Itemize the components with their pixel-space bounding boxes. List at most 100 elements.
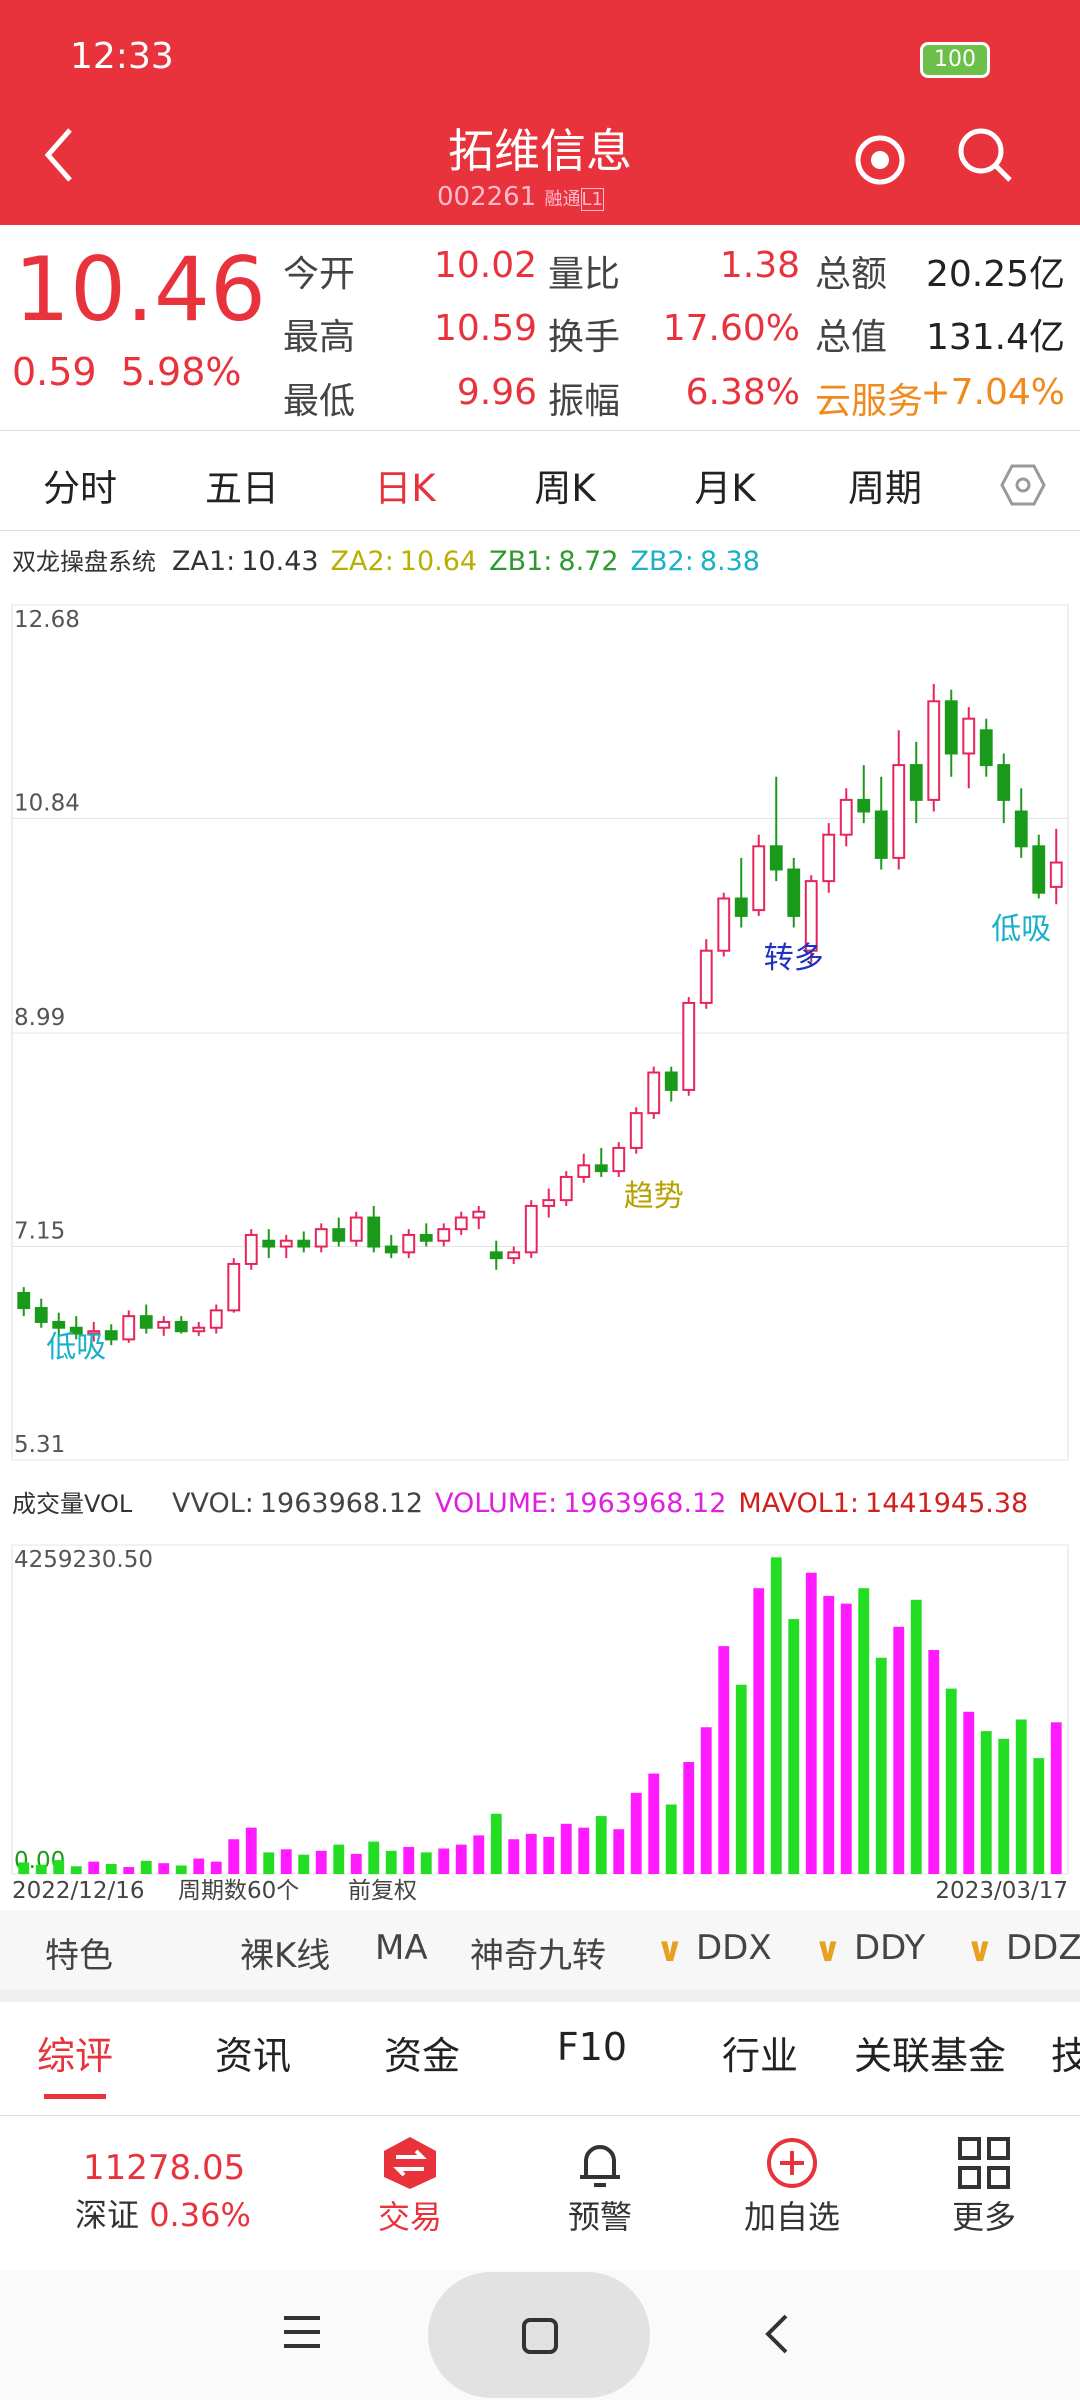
info-tab[interactable]: 资讯 (214, 2034, 291, 2078)
change-pct: 5.98% (120, 350, 242, 394)
volume-bar (1033, 1758, 1045, 1874)
action-label[interactable]: 加自选 (743, 2198, 840, 2236)
candle-body (1049, 861, 1063, 888)
action-label[interactable]: 交易 (377, 2198, 442, 2236)
candle-body (717, 897, 731, 952)
period-tab[interactable]: 日K (374, 467, 436, 510)
field-label: 总值 (815, 317, 888, 358)
tool-item[interactable]: DDZ (1006, 1928, 1080, 1968)
index-pct: 0.36% (149, 2196, 251, 2234)
candle-body (997, 764, 1011, 801)
alert-icon[interactable] (572, 2135, 628, 2191)
period-tab[interactable]: 月K (694, 467, 756, 510)
code: 002261 (437, 182, 537, 212)
volume-value: 1963968.12 (563, 1488, 726, 1519)
candle-body (594, 1164, 608, 1173)
home-pill[interactable] (428, 2272, 650, 2398)
y-tick-label: 12.68 (14, 607, 80, 633)
tool-item[interactable]: MA (375, 1928, 428, 1968)
back-button[interactable] (40, 125, 80, 185)
period-tab[interactable]: 分时 (43, 467, 117, 510)
info-tab[interactable]: F10 (556, 2025, 628, 2069)
search-icon[interactable] (955, 125, 1015, 185)
more-icon[interactable] (956, 2135, 1012, 2191)
volume-bar (403, 1846, 415, 1874)
action-label[interactable]: 更多 (951, 2198, 1016, 2236)
tool-item[interactable]: DDX (696, 1928, 772, 1968)
info-tab[interactable]: 关联基金 (853, 2034, 1006, 2078)
indicator-label: ZB2: (631, 546, 694, 577)
tool-item[interactable]: DDY (854, 1928, 926, 1968)
robot-icon[interactable] (850, 128, 910, 188)
volume-bar (735, 1684, 747, 1874)
field-label: 量比 (548, 254, 621, 295)
volume-bar (910, 1599, 922, 1874)
volume-bar (490, 1813, 502, 1874)
volume-bar (700, 1727, 712, 1874)
annotation: 转多 (764, 941, 824, 976)
volume-bar (858, 1588, 870, 1874)
indicator-value: 8.38 (700, 546, 760, 577)
tag: L1 (580, 188, 605, 211)
volume-bar (823, 1595, 835, 1874)
candle-body (367, 1216, 381, 1248)
volume-bar (840, 1603, 852, 1874)
period-tab[interactable]: 周K (534, 467, 596, 510)
field-label: 最低 (283, 381, 356, 422)
candle-body (139, 1315, 153, 1329)
period-tab[interactable]: 五日 (205, 467, 279, 510)
volume-bar (53, 1860, 65, 1874)
field-label: 云服务 (815, 381, 924, 422)
volume-name: 成交量VOL (12, 1490, 133, 1518)
candle-body (209, 1309, 223, 1329)
candle-body (979, 729, 993, 767)
volume-bar (928, 1649, 940, 1874)
candle-body (909, 764, 923, 801)
volume-bar (613, 1829, 625, 1874)
info-tab[interactable]: 综评 (36, 2034, 113, 2078)
trade-icon[interactable] (380, 2135, 440, 2191)
candle-body (297, 1239, 311, 1248)
tool-item[interactable]: 特色 (45, 1936, 113, 1976)
volume-bar (963, 1711, 975, 1874)
candle-body (1032, 845, 1046, 894)
volume-bar (525, 1833, 537, 1874)
candle-body (489, 1251, 503, 1260)
divider (0, 530, 1080, 531)
tool-bar (0, 1910, 1080, 1990)
tool-item[interactable]: 神奇九转 (470, 1936, 606, 1976)
settings-icon[interactable] (1000, 462, 1046, 508)
volume-bar (648, 1773, 660, 1874)
home-button[interactable] (520, 2316, 560, 2356)
divider (0, 2115, 1080, 2116)
volume-bar (315, 1850, 327, 1874)
candle-body (857, 798, 871, 813)
volume-bar (123, 1867, 135, 1874)
volume-bar (578, 1827, 590, 1874)
candle-body (52, 1320, 66, 1329)
period-label: 周期数60个 (178, 1878, 299, 1904)
info-tab[interactable]: 技 (1050, 2034, 1080, 2078)
nav-back-button[interactable] (762, 2312, 792, 2356)
action-label[interactable]: 预警 (567, 2198, 632, 2236)
menu-button[interactable] (282, 2312, 322, 2352)
battery: 100 (920, 42, 990, 78)
period-tab[interactable]: 周期 (848, 467, 922, 510)
candle-body (227, 1262, 241, 1312)
volume-bar (70, 1866, 82, 1874)
volume-bar (158, 1863, 170, 1874)
volume-bar (35, 1864, 47, 1874)
candle-body (944, 700, 958, 755)
volume-bar (280, 1849, 292, 1874)
tool-item[interactable]: 裸K线 (240, 1936, 331, 1976)
candle-body (262, 1239, 276, 1248)
volume-bar (473, 1835, 485, 1874)
volume-bar (385, 1850, 397, 1874)
info-tab[interactable]: 资金 (383, 2034, 460, 2078)
info-tab[interactable]: 行业 (721, 2034, 798, 2078)
y-tick-label: 8.99 (14, 1005, 65, 1031)
annotation: 趋势 (624, 1179, 684, 1214)
field-label: 最高 (283, 317, 356, 358)
add-icon[interactable] (764, 2135, 820, 2191)
